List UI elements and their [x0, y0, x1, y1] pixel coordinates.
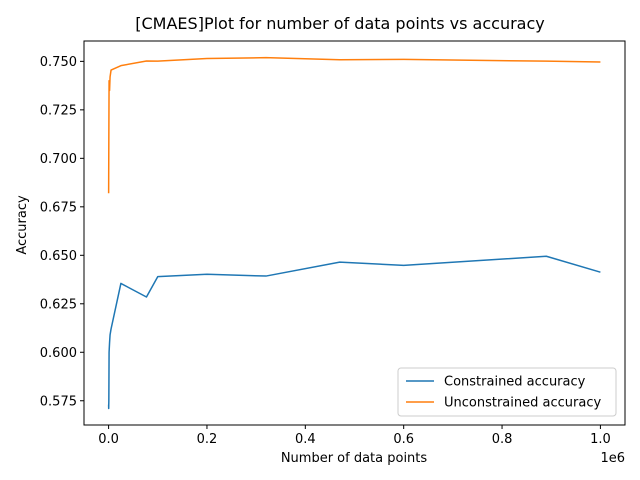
- x-tick-label: 0.6: [393, 432, 414, 447]
- x-tick-label: 0.0: [98, 432, 119, 447]
- x-tick-label: 1.0: [590, 432, 611, 447]
- x-axis-offset-label: 1e6: [600, 451, 625, 466]
- legend-box: [397, 367, 617, 417]
- y-tick-label: 0.675: [40, 200, 77, 215]
- y-tick-label: 0.750: [40, 55, 77, 70]
- y-tick-label: 0.650: [40, 249, 77, 264]
- y-tick-label: 0.700: [40, 152, 77, 167]
- chart-title: [CMAES]Plot for number of data points vs…: [135, 14, 544, 33]
- legend: Constrained accuracy Unconstrained accura…: [397, 367, 617, 417]
- y-tick-label: 0.625: [40, 297, 77, 312]
- legend-label: Constrained accuracy: [444, 375, 586, 390]
- y-tick-label: 0.600: [40, 346, 77, 361]
- x-tick-label: 0.2: [197, 432, 218, 447]
- x-axis-label: Number of data points: [281, 451, 428, 466]
- y-axis-label: Accuracy: [15, 195, 30, 255]
- series-line-2: [107, 56, 601, 194]
- y-axis: 0.575 0.600 0.625 0.650 0.675 0.700 0.725 0.750: [40, 55, 84, 409]
- legend-label: Unconstrained accuracy: [444, 396, 601, 411]
- y-tick-label: 0.725: [40, 103, 77, 118]
- plot-frame: [83, 40, 626, 426]
- plot-lines: [107, 56, 601, 410]
- x-tick-label: 0.4: [295, 432, 316, 447]
- series-line-1: [107, 255, 601, 410]
- y-tick-label: 0.575: [40, 394, 77, 409]
- x-axis: 0.0 0.2 0.4 0.6 0.8 1.0: [98, 425, 611, 447]
- x-tick-label: 0.8: [492, 432, 513, 447]
